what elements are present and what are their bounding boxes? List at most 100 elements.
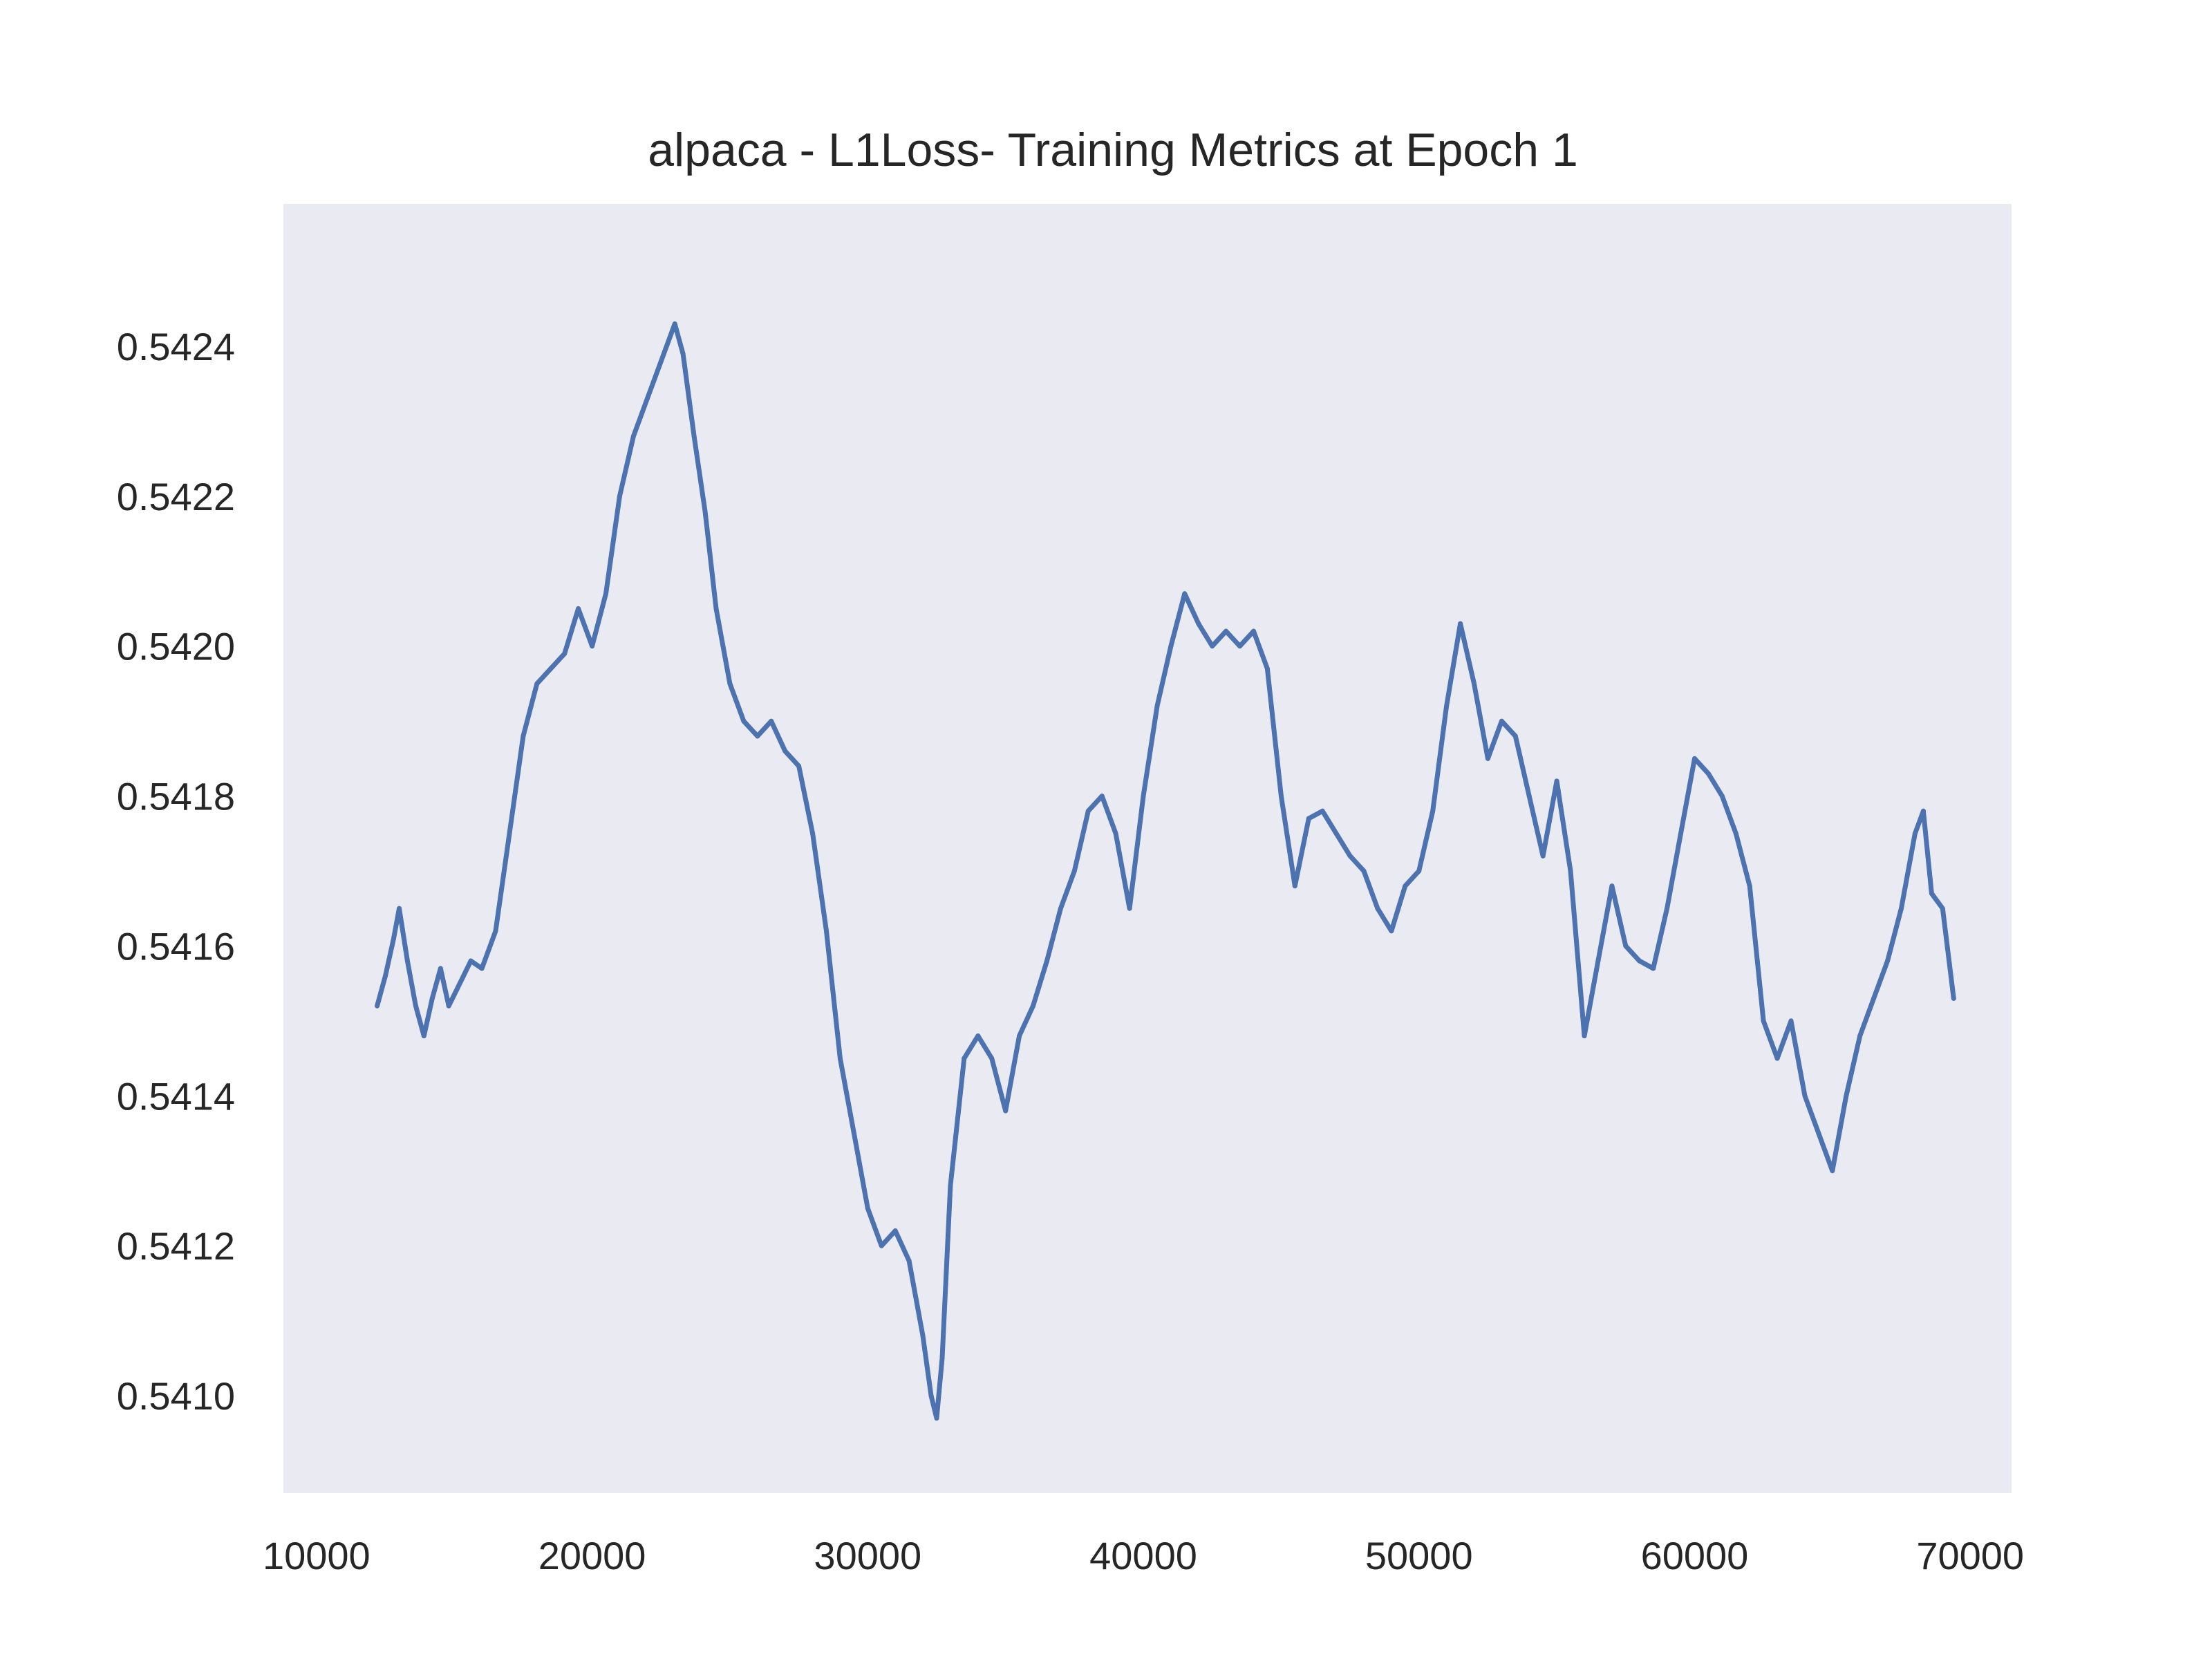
data-point [1210,644,1215,649]
data-point [1251,628,1256,634]
data-point [1168,644,1174,649]
data-point [727,681,733,686]
data-point [507,831,512,836]
data-point [1747,883,1752,889]
data-point [1099,794,1105,799]
data-point [446,1003,451,1009]
data-point [824,928,829,934]
data-point [939,1356,945,1361]
data-point [989,1056,995,1061]
data-point [1871,995,1877,1001]
data-point [1651,966,1656,971]
data-point [1705,771,1711,776]
data-point [1320,808,1325,814]
data-point [782,749,788,753]
data-point [948,1183,953,1188]
data-point [1444,704,1450,709]
data-point [603,591,608,597]
data-point [1154,704,1160,709]
y-axis-tick-labels: 0.5410 0.5412 0.5414 0.5416 0.5418 0.5420 0.54… [117,325,235,1418]
data-point [713,606,719,611]
data-point [1512,733,1518,739]
data-point [1278,794,1284,799]
data-point [1472,681,1477,686]
data-point [397,906,402,911]
data-point [1816,1131,1821,1136]
data-point [1788,1018,1794,1024]
data-point [1264,666,1270,671]
data-point [1637,958,1642,964]
data-point [1929,891,1934,897]
data-point [1761,1018,1766,1024]
data-point [892,1228,898,1233]
series-points [375,321,1956,1421]
data-point [1526,794,1532,799]
data-point [1058,906,1063,911]
data-point [1127,906,1132,911]
data-point [1375,906,1380,911]
data-point [1389,928,1394,934]
data-point [1582,1033,1587,1039]
data-point [493,928,498,934]
data-point [680,351,686,357]
data-point [1912,831,1918,836]
data-point [741,718,747,724]
data-point [1333,831,1339,836]
data-point [1568,868,1573,874]
data-point [1416,868,1422,874]
data-point [383,973,388,979]
data-point [1665,906,1670,911]
data-point [1623,944,1629,948]
y-tick-label: 0.5420 [117,625,235,668]
y-tick-label: 0.5410 [117,1374,235,1418]
data-point [975,1033,981,1039]
plot-area [283,204,2012,1493]
data-point [617,494,622,499]
data-point [644,396,650,402]
data-point [1237,644,1243,649]
data-point [1499,718,1504,724]
data-point [1361,868,1367,874]
data-point [1609,883,1615,889]
data-point [521,733,526,739]
x-axis-tick-labels: 10000 20000 30000 40000 50000 60000 70000 [263,1534,2024,1577]
data-point [413,1003,418,1009]
data-point [691,433,697,439]
data-point [1885,958,1891,964]
data-point [810,831,816,836]
data-point [630,433,636,439]
data-point [1292,883,1297,889]
data-point [468,958,474,964]
data-point [1306,816,1311,821]
data-point [934,1416,939,1421]
data-point [1844,1093,1849,1098]
y-tick-label: 0.5418 [117,775,235,818]
series-line-l1loss [375,321,1956,1421]
data-point [796,763,802,769]
data-point [1031,1003,1035,1009]
data-point [1733,831,1738,836]
data-point [1554,778,1559,784]
data-point [1802,1093,1808,1098]
y-tick-label: 0.5424 [117,325,235,368]
data-point [702,509,708,514]
data-point [1182,591,1188,597]
data-point [1940,906,1945,911]
data-point [438,966,443,971]
data-point [421,1033,427,1039]
data-point [1951,995,1956,1001]
data-point [1017,1033,1022,1039]
data-point [562,651,568,657]
data-point [1774,1056,1780,1061]
data-point [391,936,396,941]
data-point [1830,1168,1835,1174]
data-point [658,359,664,364]
data-point [906,1258,912,1264]
x-tick-label: 40000 [1089,1534,1197,1577]
data-point [1403,883,1408,889]
data-point [1085,808,1091,814]
y-tick-label: 0.5414 [117,1074,235,1118]
data-point [1678,831,1683,836]
